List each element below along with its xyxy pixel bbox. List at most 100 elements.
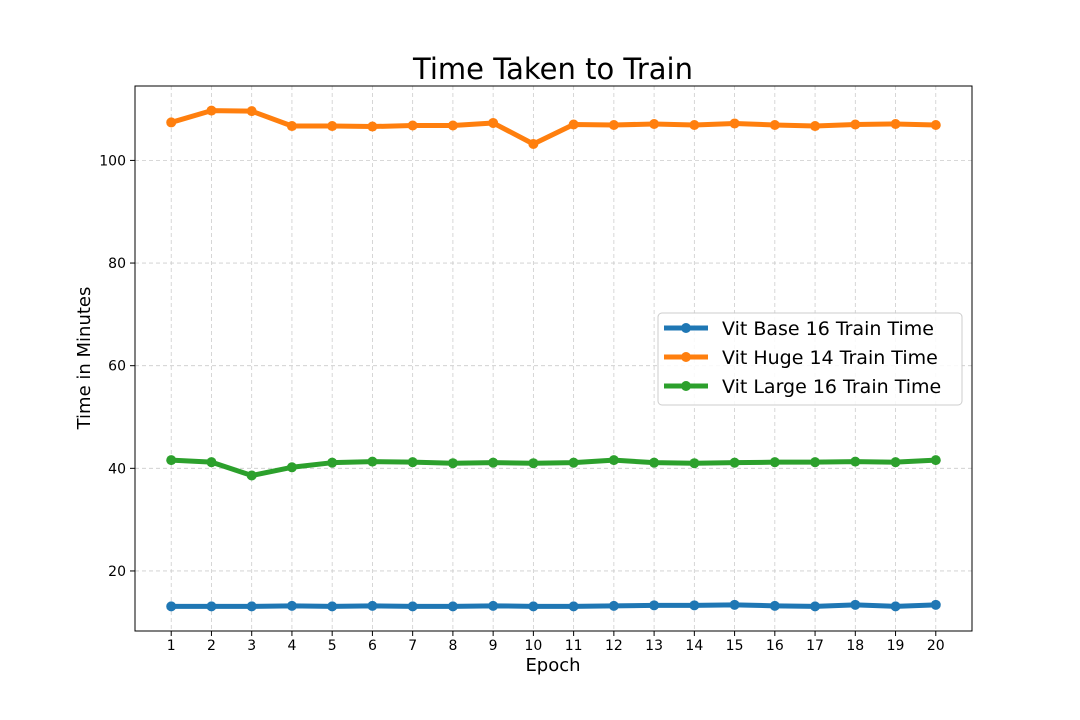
data-point bbox=[689, 458, 700, 469]
data-point bbox=[568, 457, 579, 468]
data-point bbox=[447, 601, 458, 612]
data-point bbox=[689, 600, 700, 611]
chart-title: Time Taken to Train bbox=[412, 52, 693, 86]
data-point bbox=[327, 121, 338, 132]
data-point bbox=[407, 120, 418, 131]
series-line bbox=[168, 602, 939, 609]
data-point bbox=[649, 457, 660, 468]
data-point bbox=[488, 117, 499, 128]
data-point bbox=[890, 457, 901, 468]
data-point bbox=[608, 600, 619, 611]
data-point bbox=[930, 120, 941, 131]
data-point bbox=[729, 118, 740, 129]
data-point bbox=[166, 601, 177, 612]
series-2 bbox=[166, 105, 941, 149]
plot-frame bbox=[134, 85, 973, 632]
data-point bbox=[488, 600, 499, 611]
data-point bbox=[166, 455, 177, 466]
series-3 bbox=[166, 455, 941, 481]
data-point bbox=[286, 121, 297, 132]
x-tick-label: 9 bbox=[489, 638, 498, 654]
x-tick-label: 4 bbox=[287, 638, 296, 654]
data-point bbox=[769, 120, 780, 131]
x-tick-label: 11 bbox=[565, 638, 583, 654]
x-tick-label: 15 bbox=[726, 638, 744, 654]
data-point bbox=[850, 456, 861, 467]
data-point bbox=[729, 599, 740, 610]
x-tick-label: 13 bbox=[645, 638, 663, 654]
x-axis-label: Epoch bbox=[525, 655, 580, 676]
data-point bbox=[608, 120, 619, 131]
series-line bbox=[168, 457, 939, 479]
y-tick-label: 20 bbox=[108, 564, 126, 580]
data-point bbox=[890, 118, 901, 129]
data-point bbox=[447, 458, 458, 469]
data-point bbox=[850, 119, 861, 130]
legend-box bbox=[657, 312, 963, 406]
legend-label: Vit Large 16 Train Time bbox=[722, 376, 941, 398]
data-point bbox=[246, 470, 257, 481]
x-tick-label: 3 bbox=[247, 638, 256, 654]
data-point bbox=[166, 117, 177, 128]
x-tick-label: 5 bbox=[328, 638, 337, 654]
y-axis-label: Time in Minutes bbox=[74, 287, 95, 431]
data-point bbox=[367, 600, 378, 611]
data-point bbox=[568, 601, 579, 612]
data-point bbox=[246, 106, 257, 117]
x-tick-label: 7 bbox=[408, 638, 417, 654]
x-tick-label: 1 bbox=[167, 638, 176, 654]
x-tick-label: 12 bbox=[605, 638, 623, 654]
data-point bbox=[689, 120, 700, 131]
data-point bbox=[729, 457, 740, 468]
x-tick-label: 14 bbox=[685, 638, 703, 654]
data-point bbox=[608, 455, 619, 466]
data-point bbox=[367, 121, 378, 132]
x-tick-label: 19 bbox=[887, 638, 905, 654]
y-tick-label: 100 bbox=[99, 153, 126, 169]
data-point bbox=[488, 457, 499, 468]
y-tick-label: 60 bbox=[108, 359, 126, 375]
x-tick-label: 20 bbox=[927, 638, 945, 654]
legend-swatch-marker bbox=[681, 381, 691, 391]
data-point bbox=[769, 457, 780, 468]
series-1 bbox=[166, 599, 941, 612]
legend-label: Vit Huge 14 Train Time bbox=[722, 347, 938, 369]
data-point bbox=[528, 601, 539, 612]
data-point bbox=[649, 600, 660, 611]
x-tick-label: 16 bbox=[766, 638, 784, 654]
data-point bbox=[930, 599, 941, 610]
data-point bbox=[327, 457, 338, 468]
data-point bbox=[890, 601, 901, 612]
data-point bbox=[810, 601, 821, 612]
data-point bbox=[327, 601, 338, 612]
data-point bbox=[810, 121, 821, 132]
legend-swatch-marker bbox=[681, 352, 691, 362]
data-point bbox=[810, 457, 821, 468]
x-tick-label: 8 bbox=[448, 638, 457, 654]
series-group bbox=[166, 105, 941, 612]
data-point bbox=[930, 455, 941, 466]
data-point bbox=[769, 600, 780, 611]
data-point bbox=[528, 458, 539, 469]
y-tick-label: 40 bbox=[108, 461, 126, 477]
data-point bbox=[407, 457, 418, 468]
x-tick-label: 6 bbox=[368, 638, 377, 654]
data-point bbox=[367, 456, 378, 467]
data-point bbox=[206, 601, 217, 612]
data-point bbox=[850, 599, 861, 610]
data-point bbox=[649, 118, 660, 129]
x-tick-label: 17 bbox=[806, 638, 824, 654]
legend-swatch-marker bbox=[681, 323, 691, 333]
legend-label: Vit Base 16 Train Time bbox=[722, 318, 934, 340]
legend: Vit Base 16 Train Time Vit Huge 14 Train … bbox=[657, 312, 963, 406]
data-point bbox=[286, 600, 297, 611]
data-point bbox=[407, 601, 418, 612]
data-point bbox=[447, 120, 458, 131]
x-tick-label: 18 bbox=[846, 638, 864, 654]
data-point bbox=[568, 119, 579, 130]
data-point bbox=[286, 462, 297, 473]
data-point bbox=[528, 138, 539, 149]
x-tick-label: 2 bbox=[207, 638, 216, 654]
y-tick-label: 80 bbox=[108, 256, 126, 272]
